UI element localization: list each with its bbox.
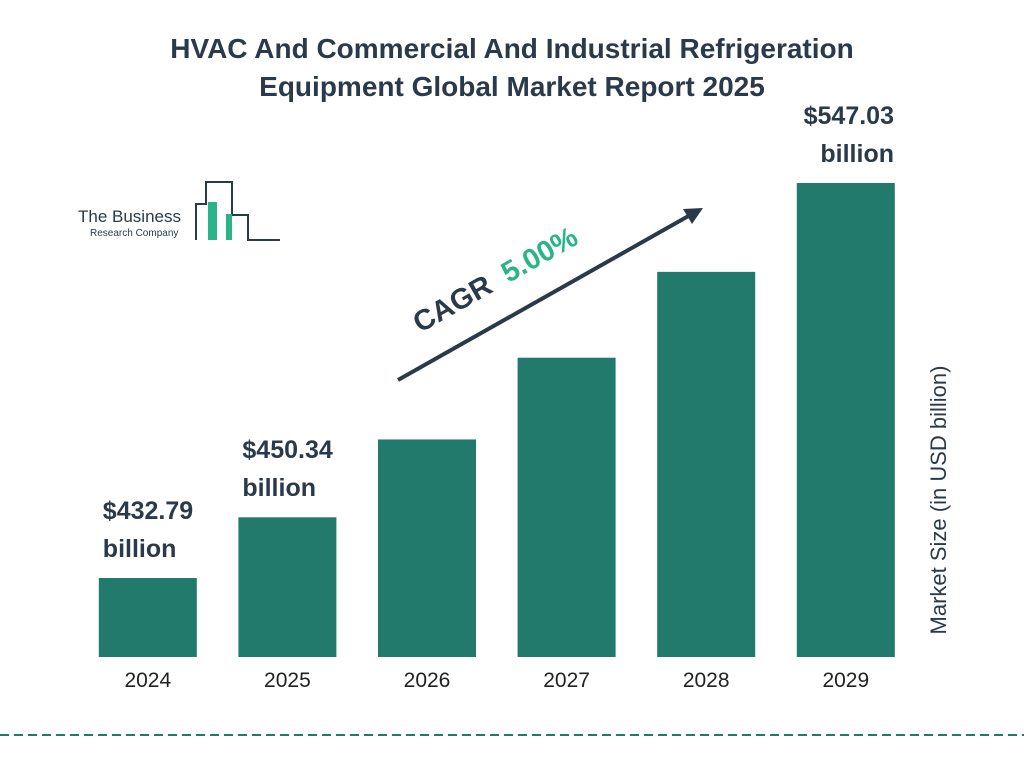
- logo-text: The Business: [78, 207, 181, 226]
- value-label: $432.79 billion: [102, 497, 194, 563]
- bar: [98, 578, 197, 657]
- logo-outline: [195, 181, 280, 241]
- cagr-arrowhead: [683, 208, 703, 224]
- cagr-label: CAGR: [408, 269, 498, 339]
- logo: The Business Research Company: [78, 181, 280, 241]
- logo-bar: [208, 202, 217, 240]
- x-tick-label: 2029: [822, 669, 869, 692]
- bar: [378, 439, 476, 657]
- value-label: $450.34 billion: [242, 436, 333, 503]
- x-tick-label: 2026: [404, 669, 451, 692]
- x-tick-label: 2027: [543, 669, 590, 692]
- x-tick-label: 2028: [683, 669, 730, 692]
- chart-title: HVAC And Commercial And Industrial Refri…: [170, 33, 854, 102]
- cagr: CAGR 5.00%: [408, 221, 584, 339]
- logo-subtext: Research Company: [90, 228, 178, 239]
- value-label: $547.03 billion: [803, 102, 894, 168]
- cagr-value: 5.00%: [496, 221, 584, 289]
- x-tick-label: 2025: [264, 669, 311, 692]
- y-axis-label: Market Size (in USD billion): [926, 366, 951, 635]
- bar: [657, 271, 756, 657]
- bar: [796, 183, 895, 657]
- cagr-arrow: [397, 212, 693, 382]
- bar: [238, 517, 337, 657]
- logo-bar: [226, 214, 232, 240]
- x-tick-label: 2024: [124, 669, 171, 692]
- bar: [517, 357, 616, 657]
